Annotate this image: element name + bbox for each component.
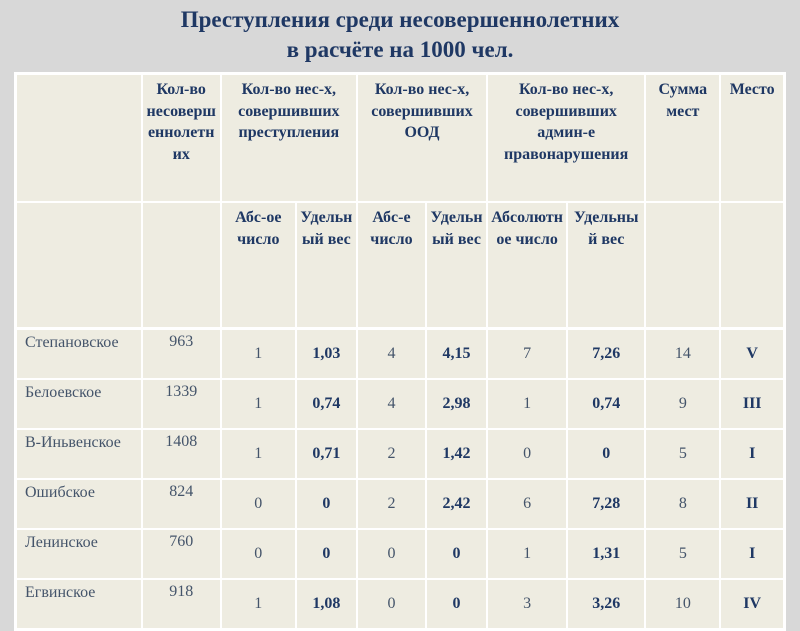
cell-ood-share: 4,15 xyxy=(424,327,489,380)
cell-crime-share: 0 xyxy=(294,478,358,530)
cell-admin-share: 0 xyxy=(566,428,647,480)
cell-ood-share: 0 xyxy=(424,578,489,631)
slide-title-line2: в расчёте на 1000 чел. xyxy=(286,36,514,62)
cell-admin-abs: 0 xyxy=(486,428,569,480)
slide: Преступления среди несовершеннолетних в … xyxy=(0,5,800,631)
header-crimes-group: Кол-во нес-х, совершивших преступления xyxy=(219,72,358,203)
cell-sum: 9 xyxy=(644,378,722,430)
subheader-region-empty xyxy=(14,201,143,330)
cell-ood-abs: 2 xyxy=(355,428,428,480)
cell-sum: 5 xyxy=(644,428,722,480)
cell-population: 824 xyxy=(140,478,222,530)
subheader-admin-share: Удельный вес xyxy=(566,201,647,330)
cell-admin-abs: 1 xyxy=(486,378,569,430)
table-row: В-Иньвенское 1408 1 0,71 2 1,42 0 0 5 I xyxy=(14,428,786,480)
header-admin-group: Кол-во нес-х, совершивших админ-е правон… xyxy=(486,72,647,203)
subheader-admin-abs: Абсолютное число xyxy=(486,201,569,330)
cell-population: 1339 xyxy=(140,378,222,430)
subheader-sum-empty xyxy=(644,201,722,330)
cell-admin-abs: 7 xyxy=(486,327,569,380)
cell-ood-abs: 0 xyxy=(355,528,428,580)
subheader-crime-abs: Абс-ое число xyxy=(219,201,297,330)
cell-ood-abs: 4 xyxy=(355,378,428,430)
table-row: Егвинское 918 1 1,08 0 0 3 3,26 10 IV xyxy=(14,578,786,631)
subheader-minors-empty xyxy=(140,201,222,330)
cell-crime-abs: 1 xyxy=(219,378,297,430)
cell-ood-share: 2,98 xyxy=(424,378,489,430)
subheader-ood-abs: Абс-е число xyxy=(355,201,428,330)
cell-sum: 8 xyxy=(644,478,722,530)
cell-admin-share: 0,74 xyxy=(566,378,647,430)
cell-admin-share: 1,31 xyxy=(566,528,647,580)
cell-crime-share: 1,03 xyxy=(294,327,358,380)
cell-crime-abs: 0 xyxy=(219,478,297,530)
table-row: Ошибское 824 0 0 2 2,42 6 7,28 8 II xyxy=(14,478,786,530)
cell-place: IV xyxy=(719,578,786,631)
slide-title: Преступления среди несовершеннолетних в … xyxy=(0,5,800,65)
cell-place: III xyxy=(719,378,786,430)
header-minors-total: Кол-во несовершеннолетних xyxy=(140,72,222,203)
cell-place: V xyxy=(719,327,786,380)
cell-region: Егвинское xyxy=(14,578,143,631)
table-row: Степановское 963 1 1,03 4 4,15 7 7,26 14 V xyxy=(14,327,786,380)
cell-admin-abs: 6 xyxy=(486,478,569,530)
cell-region: Ленинское xyxy=(14,528,143,580)
cell-sum: 5 xyxy=(644,528,722,580)
cell-crime-share: 0,74 xyxy=(294,378,358,430)
cell-crime-share: 0,71 xyxy=(294,428,358,480)
cell-ood-share: 0 xyxy=(424,528,489,580)
cell-population: 963 xyxy=(140,327,222,380)
cell-crime-share: 1,08 xyxy=(294,578,358,631)
header-sum: Сумма мест xyxy=(644,72,722,203)
cell-place: I xyxy=(719,528,786,580)
cell-region: В-Иньвенское xyxy=(14,428,143,480)
cell-crime-abs: 1 xyxy=(219,428,297,480)
cell-place: I xyxy=(719,428,786,480)
header-ood-group: Кол-во нес-х, совершивших ООД xyxy=(355,72,489,203)
cell-ood-abs: 4 xyxy=(355,327,428,380)
statistics-table: Кол-во несовершеннолетних Кол-во нес-х, … xyxy=(14,72,786,631)
cell-ood-abs: 0 xyxy=(355,578,428,631)
cell-population: 760 xyxy=(140,528,222,580)
cell-ood-share: 2,42 xyxy=(424,478,489,530)
table-row: Белоевское 1339 1 0,74 4 2,98 1 0,74 9 III xyxy=(14,378,786,430)
cell-place: II xyxy=(719,478,786,530)
cell-crime-abs: 1 xyxy=(219,327,297,380)
cell-ood-abs: 2 xyxy=(355,478,428,530)
cell-region: Степановское xyxy=(14,327,143,380)
header-place: Место xyxy=(719,72,786,203)
cell-admin-share: 7,28 xyxy=(566,478,647,530)
cell-crime-abs: 1 xyxy=(219,578,297,631)
table-header-group-row: Кол-во несовершеннолетних Кол-во нес-х, … xyxy=(14,72,786,203)
table-header-sub-row: Абс-ое число Удельный вес Абс-е число Уд… xyxy=(14,201,786,330)
table-body: Степановское 963 1 1,03 4 4,15 7 7,26 14 V Белоевс… xyxy=(14,327,786,631)
cell-sum: 10 xyxy=(644,578,722,631)
cell-admin-share: 7,26 xyxy=(566,327,647,380)
cell-ood-share: 1,42 xyxy=(424,428,489,480)
cell-crime-abs: 0 xyxy=(219,528,297,580)
table-row: Ленинское 760 0 0 0 0 1 1,31 5 I xyxy=(14,528,786,580)
cell-population: 1408 xyxy=(140,428,222,480)
slide-title-line1: Преступления среди несовершеннолетних xyxy=(180,7,620,32)
cell-population: 918 xyxy=(140,578,222,631)
cell-crime-share: 0 xyxy=(294,528,358,580)
subheader-ood-share: Удельный вес xyxy=(424,201,489,330)
cell-region: Белоевское xyxy=(14,378,143,430)
header-region-empty xyxy=(14,72,143,203)
cell-sum: 14 xyxy=(644,327,722,380)
subheader-place-empty xyxy=(719,201,786,330)
cell-region: Ошибское xyxy=(14,478,143,530)
subheader-crime-share: Удельный вес xyxy=(294,201,358,330)
cell-admin-abs: 3 xyxy=(486,578,569,631)
cell-admin-share: 3,26 xyxy=(566,578,647,631)
cell-admin-abs: 1 xyxy=(486,528,569,580)
